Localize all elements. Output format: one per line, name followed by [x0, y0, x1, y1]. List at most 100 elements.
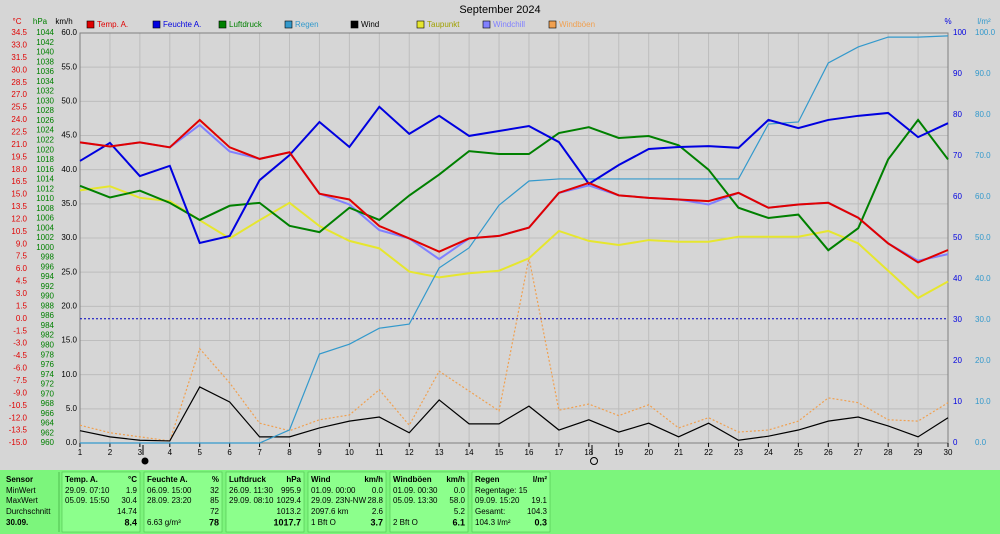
column-header: Feuchte A.	[147, 475, 188, 484]
legend-label: Windböen	[559, 20, 595, 29]
y-tick-label: 990	[41, 292, 55, 301]
y-tick-label: 1024	[36, 126, 54, 135]
x-tick-label: 16	[525, 448, 534, 457]
row-label: 30.09.	[6, 518, 28, 527]
y-tick-label: 1016	[36, 165, 54, 174]
cell-value: 995.9	[281, 486, 302, 495]
y-tick-label: 50	[953, 233, 962, 242]
y-tick-label: 960	[41, 438, 55, 447]
new-moon	[141, 457, 149, 465]
y-tick-label: 962	[41, 428, 55, 437]
x-tick-label: 18	[584, 448, 593, 457]
cell-left: 29.09. 07:10	[65, 486, 110, 495]
y-tick-label: -15.0	[9, 438, 28, 447]
y-tick-label: 966	[41, 409, 55, 418]
y-tick-label: -6.0	[13, 364, 27, 373]
y-tick-label: 1042	[36, 38, 54, 47]
y-tick-label: 45.0	[61, 131, 77, 140]
y-tick-label: 992	[41, 282, 55, 291]
y-tick-label: 982	[41, 331, 55, 340]
y-tick-label: 1020	[36, 145, 54, 154]
series-line	[79, 185, 949, 300]
x-tick-label: 15	[495, 448, 504, 457]
cell-value: 32	[210, 486, 219, 495]
cell-value: 8.4	[124, 517, 137, 527]
y-tick-label: 5.0	[66, 404, 78, 413]
y-tick-label: 60.0	[61, 28, 77, 37]
column-unit: km/h	[446, 475, 465, 484]
y-tick-label: 15.0	[61, 336, 77, 345]
legend-label: Temp. A.	[97, 20, 128, 29]
legend-label: Feuchte A.	[163, 20, 201, 29]
x-tick-label: 11	[375, 448, 384, 457]
y-tick-label: 18.0	[11, 165, 27, 174]
y-tick-label: 976	[41, 360, 55, 369]
y-tick-label: 1004	[36, 223, 54, 232]
x-tick-label: 14	[465, 448, 474, 457]
cell-value: 1017.7	[273, 517, 301, 527]
y-tick-label: 988	[41, 301, 55, 310]
y-tick-label: 70.0	[975, 151, 991, 160]
y-tick-label: 16.5	[11, 177, 27, 186]
y-tick-label: 1002	[36, 233, 54, 242]
cell-left: 01.09. 00:30	[393, 486, 438, 495]
row-label: MaxWert	[6, 496, 39, 505]
legend-swatch	[416, 20, 425, 29]
y-tick-label: 22.5	[11, 128, 27, 137]
y-tick-label: 1040	[36, 48, 54, 57]
y-tick-label: 970	[41, 389, 55, 398]
axis-unit: °C	[13, 17, 22, 26]
y-tick-label: 27.0	[11, 90, 27, 99]
y-tick-label: 1028	[36, 106, 54, 115]
cell-value: 28.8	[367, 496, 383, 505]
x-tick-label: 12	[405, 448, 414, 457]
y-tick-label: 12.0	[11, 214, 27, 223]
cell-value: 1.9	[126, 486, 138, 495]
y-tick-label: 10.0	[61, 370, 77, 379]
x-tick-label: 20	[644, 448, 653, 457]
y-tick-label: 50.0	[975, 233, 991, 242]
y-tick-label: 972	[41, 380, 55, 389]
x-tick-label: 23	[734, 448, 743, 457]
stats-column	[225, 471, 305, 533]
x-tick-label: 30	[944, 448, 953, 457]
y-tick-label: 996	[41, 262, 55, 271]
x-tick-label: 13	[435, 448, 444, 457]
column-unit: l/m²	[533, 475, 548, 484]
y-tick-label: 19.5	[11, 152, 27, 161]
y-tick-label: 1012	[36, 184, 54, 193]
y-tick-label: 9.0	[16, 239, 28, 248]
cell-left: 05.09. 15:50	[65, 496, 110, 505]
x-tick-label: 1	[78, 448, 83, 457]
legend-swatch	[482, 20, 491, 29]
x-tick-label: 24	[764, 448, 773, 457]
y-tick-label: 30.0	[975, 315, 991, 324]
y-tick-label: 30.0	[11, 65, 27, 74]
column-header: Wind	[311, 475, 331, 484]
y-tick-label: 35.0	[61, 199, 77, 208]
y-tick-label: -12.0	[9, 413, 28, 422]
y-tick-label: 974	[41, 370, 55, 379]
y-tick-label: 40	[953, 274, 962, 283]
cell-left: Regentage: 15	[475, 486, 528, 495]
cell-left: 28.09. 23:20	[147, 496, 192, 505]
axis-unit: hPa	[33, 17, 48, 26]
cell-left: 2 Bft O	[393, 518, 418, 527]
legend-swatch	[284, 20, 293, 29]
series-line	[79, 105, 949, 245]
y-tick-label: 30	[953, 315, 962, 324]
cell-value: 72	[210, 507, 219, 516]
y-tick-label: 7.5	[16, 252, 28, 261]
cell-value: 30.4	[121, 496, 137, 505]
cell-left: 1 Bft O	[311, 518, 336, 527]
y-tick-label: -7.5	[13, 376, 27, 385]
y-tick-label: 20.0	[61, 301, 77, 310]
cell-left: 06.09. 15:00	[147, 486, 192, 495]
cell-value: 0.0	[372, 486, 384, 495]
x-tick-label: 5	[197, 448, 202, 457]
x-tick-label: 25	[794, 448, 803, 457]
series-line	[79, 257, 949, 442]
y-tick-label: 1010	[36, 194, 54, 203]
legend-swatch	[152, 20, 161, 29]
